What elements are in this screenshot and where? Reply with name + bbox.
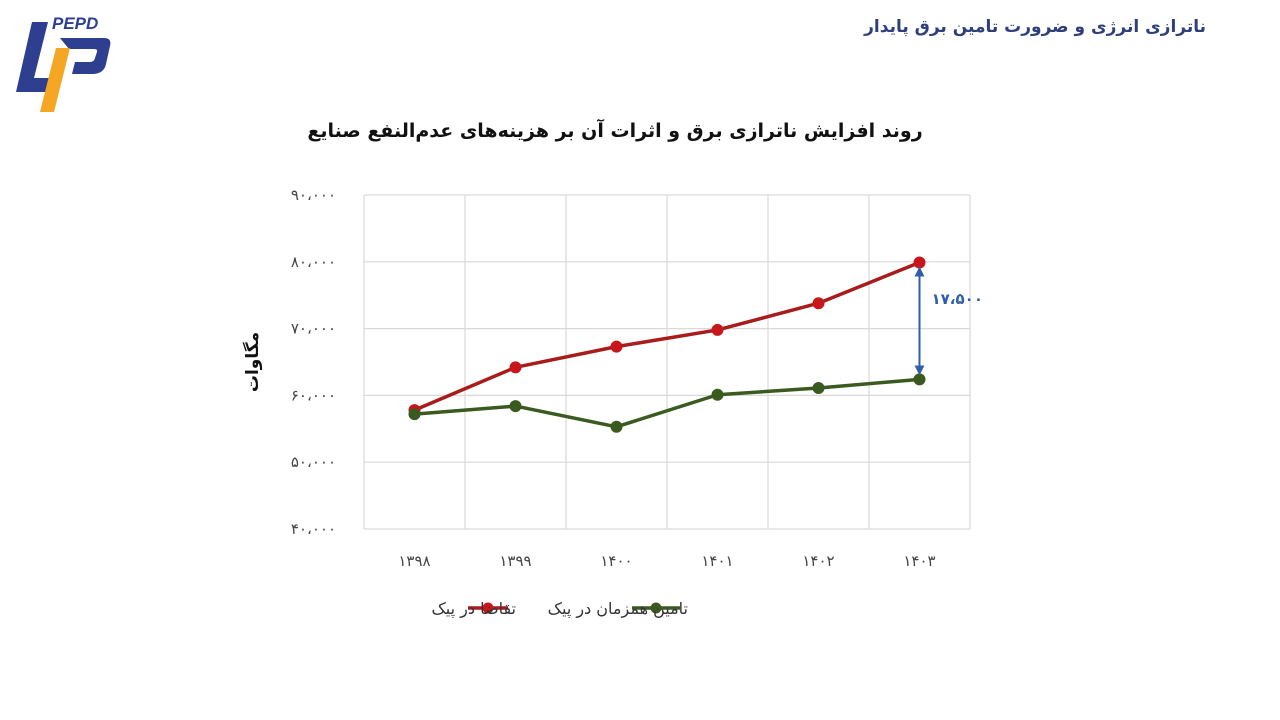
legend-marker-demand bbox=[482, 602, 494, 614]
demand-point bbox=[711, 323, 724, 336]
legend-marker-supply bbox=[650, 602, 662, 614]
x-tick-label: ۱۴۰۰ bbox=[600, 552, 632, 570]
supply-point bbox=[408, 408, 421, 421]
demand-point bbox=[509, 361, 522, 374]
supply-point bbox=[711, 388, 724, 401]
demand-series-line bbox=[412, 260, 922, 412]
demand-point bbox=[812, 297, 825, 310]
logo-text: PEPD bbox=[52, 14, 98, 33]
x-tick-label: ۱۴۰۳ bbox=[903, 552, 935, 570]
supply-point bbox=[913, 373, 926, 386]
legend-label-demand: تقاضا در پیک bbox=[431, 599, 516, 619]
x-tick-label: ۱۳۹۹ bbox=[499, 552, 531, 570]
chart-title: روند افزایش ناترازی برق و اثرات آن بر هز… bbox=[307, 120, 923, 142]
x-tick-label: ۱۳۹۸ bbox=[398, 552, 430, 570]
supply-point bbox=[812, 382, 825, 395]
demand-point bbox=[913, 256, 926, 269]
y-tick-label: ۷۰،۰۰۰ bbox=[291, 320, 336, 338]
supply-series-line bbox=[412, 377, 922, 429]
demand-point bbox=[610, 340, 623, 353]
y-tick-label: ۶۰،۰۰۰ bbox=[291, 386, 336, 404]
y-tick-label: ۹۰،۰۰۰ bbox=[291, 186, 336, 204]
x-tick-label: ۱۴۰۱ bbox=[701, 552, 733, 570]
y-tick-label: ۴۰،۰۰۰ bbox=[291, 520, 336, 538]
header-title: ناترازی انرژی و ضرورت تامین برق پایدار bbox=[864, 17, 1206, 37]
supply-point bbox=[610, 420, 623, 433]
legend-label-supply: تامین همزمان در پیک bbox=[548, 599, 688, 619]
y-tick-label: ۸۰،۰۰۰ bbox=[291, 253, 336, 271]
gap-annotation-label: ۱۷،۵۰۰ bbox=[932, 290, 983, 308]
supply-point bbox=[509, 400, 522, 413]
x-tick-label: ۱۴۰۲ bbox=[802, 552, 834, 570]
pepd-logo: PEPD bbox=[16, 14, 111, 112]
y-tick-label: ۵۰،۰۰۰ bbox=[291, 453, 336, 471]
y-axis-label: مگاوات bbox=[242, 332, 263, 392]
